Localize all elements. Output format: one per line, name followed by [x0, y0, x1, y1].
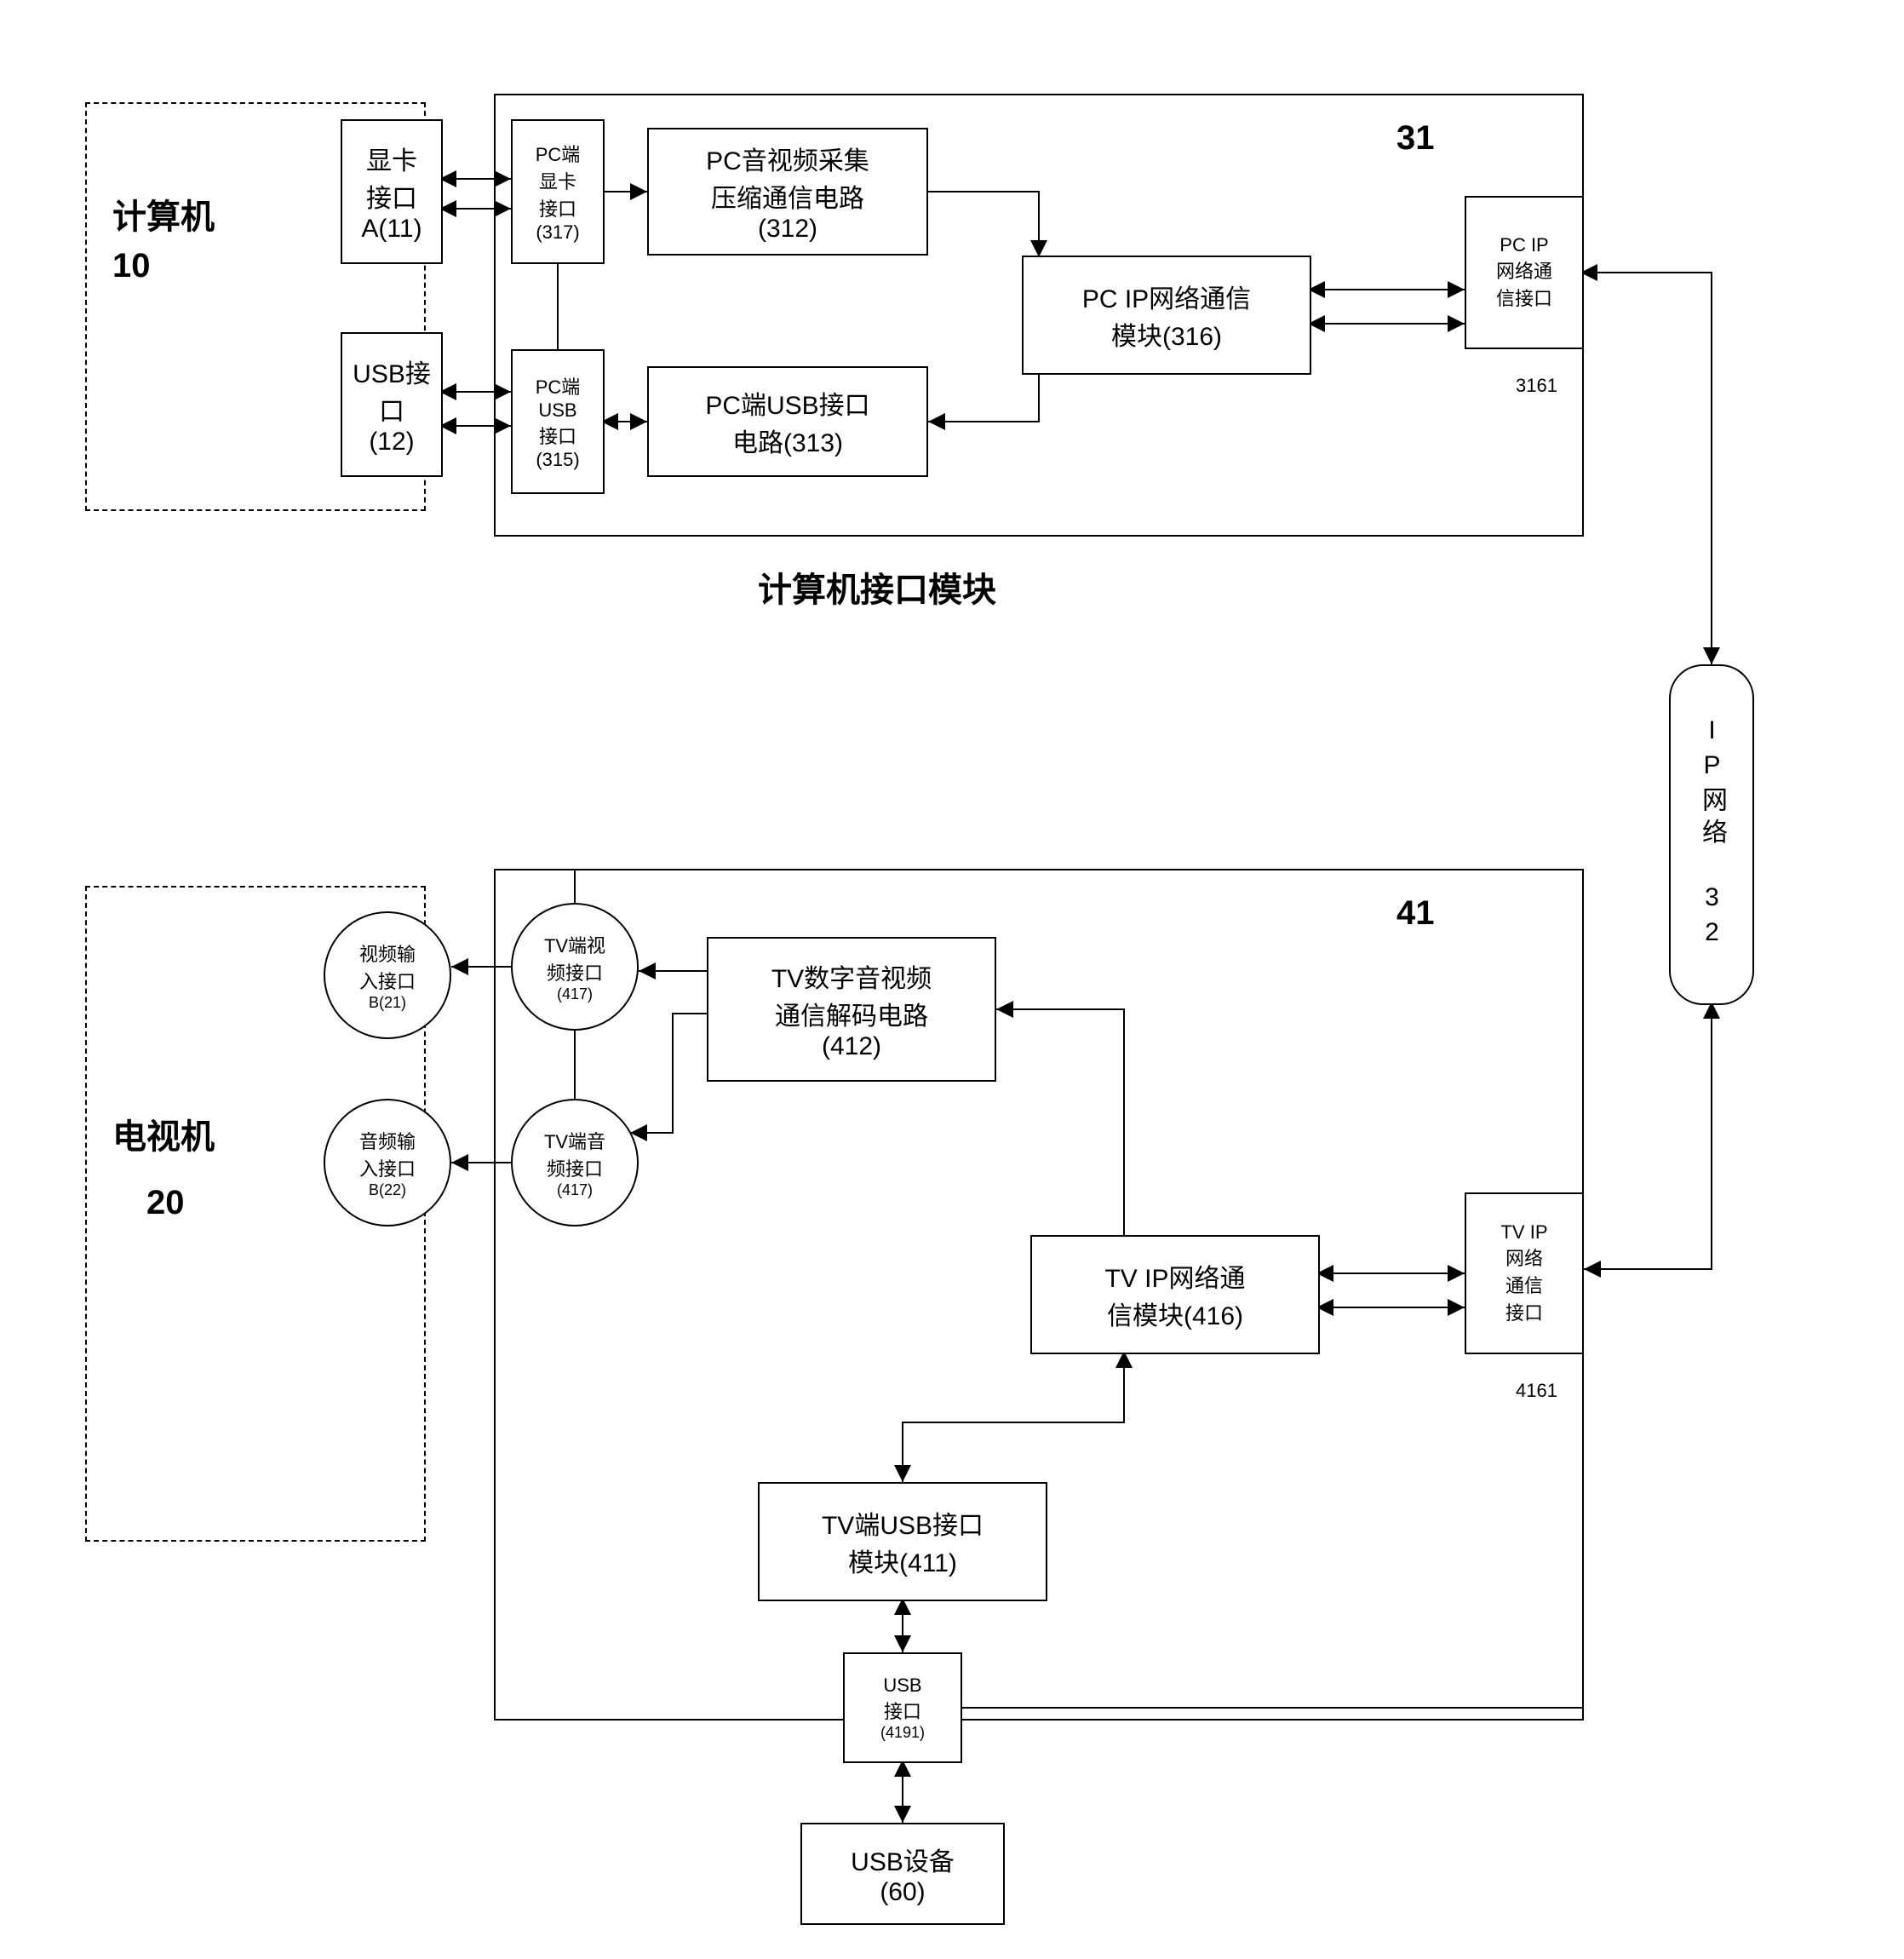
usbi-l3: (4191) [880, 1724, 925, 1742]
usbd-l2: (60) [880, 1878, 925, 1907]
pc-usb-circuit-box: PC端USB接口 电路(313) [647, 366, 928, 477]
usbi-l2: 接口 [884, 1697, 921, 1724]
graphics-port-l2: 接口 [366, 177, 417, 215]
graphics-port-box: 显卡 接口 A(11) [341, 119, 443, 264]
pc-gi-l4: (317) [536, 221, 579, 244]
pc-ip-iface-box: PC IP 网络通 信接口 [1465, 196, 1584, 349]
pc-av-capture-box: PC音视频采集 压缩通信电路 (312) [647, 128, 928, 256]
pc-uc-l1: PC端USB接口 [705, 384, 869, 422]
ai-l1: 音频输 [359, 1127, 416, 1154]
tvvi-l2: 频接口 [547, 958, 603, 985]
pc-gi-l2: 显卡 [539, 167, 576, 194]
tv-title: 电视机 [112, 1109, 215, 1158]
pc-ui-l4: (315) [536, 449, 579, 471]
tvai-l3: (417) [557, 1181, 593, 1199]
pc-ipm-l1: PC IP网络通信 [1082, 278, 1251, 315]
pc-section-title: 计算机接口模块 [758, 562, 996, 612]
tvai-l2: 频接口 [547, 1154, 603, 1181]
usbi-l1: USB [883, 1675, 921, 1697]
block-diagram: 计算机 10 显卡 接口 A(11) USB接 口 (12) 31 PC端 显卡… [17, 17, 1887, 1942]
tvai-l1: TV端音 [544, 1127, 605, 1154]
tvusbm-l1: TV端USB接口 [822, 1504, 984, 1542]
pc-ipi-l1: PC IP [1500, 234, 1548, 256]
pc-ipi-l3: 信接口 [1496, 284, 1552, 311]
pc-ui-l2: USB [538, 399, 576, 422]
usb-port-l2: 口 [379, 390, 404, 428]
tvvi-l3: (417) [557, 985, 593, 1003]
pc-ui-l3: 接口 [539, 422, 576, 449]
tvd-l3: (412) [822, 1032, 881, 1061]
pc-ui-l1: PC端 [536, 372, 581, 399]
usb-port-box: USB接 口 (12) [341, 332, 443, 477]
usb-iface-box: USB 接口 (4191) [843, 1652, 962, 1763]
pc-av-l1: PC音视频采集 [706, 140, 869, 177]
pc-uc-l2: 电路(313) [732, 422, 843, 459]
graphics-port-l3: A(11) [361, 215, 422, 244]
tv-number: 20 [146, 1184, 185, 1222]
computer-number: 10 [112, 247, 151, 285]
ai-l2: 入接口 [359, 1154, 416, 1181]
tv-ip-iface-box: TV IP 网络 通信 接口 [1465, 1192, 1584, 1354]
tvvi-l1: TV端视 [544, 931, 605, 958]
pc-gi-l3: 接口 [539, 194, 576, 221]
vi-l2: 入接口 [359, 967, 416, 994]
tvipi-l2: 网络 [1505, 1244, 1543, 1271]
pc-ip-module-box: PC IP网络通信 模块(316) [1022, 256, 1311, 375]
usbd-l1: USB设备 [851, 1841, 955, 1878]
tv-decoder-box: TV数字音视频 通信解码电路 (412) [707, 937, 996, 1082]
tvd-l1: TV数字音视频 [771, 957, 932, 995]
tv-module-label: 41 [1396, 894, 1435, 933]
tvipi-l3: 通信 [1505, 1271, 1543, 1298]
usb-port-l1: USB接 [353, 353, 431, 390]
tv-usb-module-box: TV端USB接口 模块(411) [758, 1482, 1047, 1601]
tv-audio-iface-circle: TV端音 频接口 (417) [511, 1099, 639, 1227]
graphics-port-l1: 显卡 [366, 140, 417, 177]
tvusbm-l2: 模块(411) [848, 1542, 957, 1579]
tvipi-l1: TV IP [1500, 1221, 1547, 1244]
pc-ip-iface-num: 3161 [1516, 375, 1557, 397]
audio-input-circle: 音频输 入接口 B(22) [324, 1099, 451, 1227]
vi-l3: B(21) [369, 994, 406, 1012]
pc-ipi-l2: 网络通 [1496, 256, 1552, 284]
pc-av-l2: 压缩通信电路 [711, 177, 864, 215]
vi-l1: 视频输 [359, 939, 416, 967]
pc-av-l3: (312) [758, 215, 817, 244]
pc-ipm-l2: 模块(316) [1111, 315, 1222, 353]
video-input-circle: 视频输 入接口 B(21) [324, 911, 451, 1039]
tv-ip-iface-num: 4161 [1516, 1380, 1557, 1402]
computer-title: 计算机 [112, 189, 215, 238]
tv-ip-module-box: TV IP网络通 信模块(416) [1030, 1235, 1320, 1354]
pc-usb-iface-box: PC端 USB 接口 (315) [511, 349, 605, 494]
tvd-l2: 通信解码电路 [775, 995, 928, 1032]
ip-network-label: IP网络 32 [1693, 716, 1730, 953]
pc-graphics-iface-box: PC端 显卡 接口 (317) [511, 119, 605, 264]
tvipm-l1: TV IP网络通 [1104, 1257, 1245, 1295]
tvipi-l4: 接口 [1505, 1298, 1543, 1325]
tvipm-l2: 信模块(416) [1107, 1295, 1243, 1332]
tv-video-iface-circle: TV端视 频接口 (417) [511, 903, 639, 1031]
usb-port-l3: (12) [369, 428, 414, 457]
ip-network-box: IP网络 32 [1669, 664, 1754, 1005]
pc-gi-l1: PC端 [536, 140, 581, 167]
ai-l3: B(22) [369, 1181, 406, 1199]
usb-device-box: USB设备 (60) [800, 1823, 1005, 1925]
pc-module-label: 31 [1396, 119, 1435, 158]
